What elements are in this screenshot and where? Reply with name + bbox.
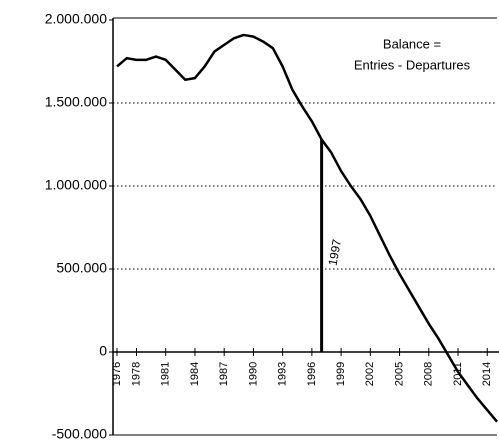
annotation: Balance = bbox=[383, 36, 441, 51]
y-tick-label: 1.500.000 bbox=[45, 94, 107, 110]
x-tick-label: 1984 bbox=[189, 362, 201, 386]
x-tick-label: 2014 bbox=[481, 362, 493, 386]
x-tick-label: 1990 bbox=[247, 362, 259, 386]
x-tick-label: 1993 bbox=[277, 362, 289, 386]
x-tick-label: 2002 bbox=[364, 362, 376, 386]
x-tick-label: 1978 bbox=[130, 362, 142, 386]
x-tick-label: 1976 bbox=[111, 362, 123, 386]
line bbox=[116, 33, 498, 423]
annotation: Entries - Departures bbox=[354, 57, 471, 72]
annotation: 1997 bbox=[326, 238, 344, 267]
x-tick-label: 1996 bbox=[306, 362, 318, 386]
x-tick-label: 1981 bbox=[160, 362, 172, 386]
x-tick-label: 2005 bbox=[393, 362, 405, 386]
y-tick-label: 2.000.000 bbox=[45, 11, 107, 27]
y-tick-label: 1.000.000 bbox=[45, 177, 107, 193]
x-tick-label: 1999 bbox=[335, 362, 347, 386]
x-tick-label: 1987 bbox=[218, 362, 230, 386]
y-tick-label: 0 bbox=[99, 343, 107, 359]
y-tick-label: -500.000 bbox=[52, 426, 107, 442]
x-tick-label: 2008 bbox=[423, 362, 435, 386]
y-tick-label: 500.000 bbox=[56, 260, 107, 276]
